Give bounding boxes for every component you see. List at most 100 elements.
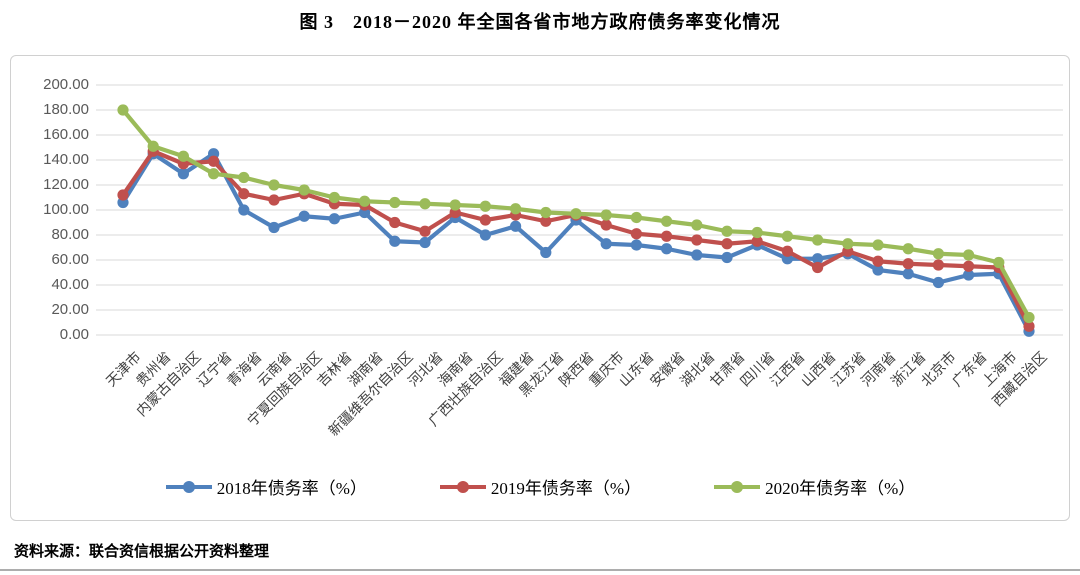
data-point: [479, 214, 491, 226]
data-point: [298, 210, 310, 222]
data-point: [540, 206, 552, 219]
data-point: [359, 195, 371, 207]
y-tick-label: 160.00: [43, 126, 89, 143]
data-point: [268, 194, 280, 206]
data-point: [781, 245, 794, 257]
data-point: [902, 243, 914, 255]
data-point: [661, 215, 673, 227]
data-point: [721, 225, 733, 237]
y-tick-label: 180.00: [43, 101, 89, 118]
data-point: [328, 213, 340, 225]
data-point: [691, 234, 703, 246]
data-point: [208, 155, 220, 167]
data-point: [691, 219, 703, 231]
data-point: [268, 221, 280, 234]
data-point: [691, 249, 703, 261]
data-point: [389, 196, 401, 209]
data-point: [812, 261, 824, 274]
data-point: [963, 260, 975, 272]
data-point: [932, 259, 945, 271]
data-point: [1023, 311, 1035, 324]
data-point: [630, 211, 643, 224]
data-point: [630, 228, 643, 240]
y-tick-label: 60.00: [51, 251, 89, 268]
data-point: [721, 238, 733, 250]
data-point: [389, 235, 401, 247]
data-point: [238, 204, 250, 216]
data-point: [751, 226, 763, 239]
data-point: [147, 140, 159, 152]
data-point: [872, 264, 884, 276]
line-chart: [96, 84, 1063, 337]
legend-line-marker-icon: [714, 480, 761, 493]
data-point: [781, 230, 794, 242]
data-point: [328, 191, 340, 204]
chart-title: 图 3 2018－2020 年全国各省市地方政府债务率变化情况: [299, 12, 781, 32]
legend-line-marker-icon: [439, 480, 486, 493]
y-tick-label: 40.00: [51, 276, 89, 293]
legend-label: 2020年债务率（%）: [765, 479, 916, 498]
data-point: [872, 239, 884, 251]
data-point: [721, 251, 733, 264]
data-point: [902, 258, 914, 270]
y-tick-label: 120.00: [43, 176, 89, 193]
data-point: [842, 238, 854, 250]
data-point: [902, 268, 914, 280]
data-point: [117, 104, 129, 116]
y-tick-label: 100.00: [43, 201, 89, 218]
data-point: [932, 276, 945, 289]
y-tick-label: 0.00: [59, 326, 89, 343]
legend-item-2020: 2020年债务率（%）: [713, 474, 915, 499]
data-point: [449, 199, 461, 211]
data-point: [540, 246, 552, 259]
data-point: [661, 243, 673, 255]
legend-label: 2019年债务率（%）: [490, 479, 642, 498]
data-point: [600, 209, 612, 221]
data-point: [963, 269, 975, 281]
y-tick-label: 80.00: [51, 226, 89, 243]
data-point: [117, 189, 129, 201]
data-point: [540, 215, 552, 227]
data-point: [932, 248, 945, 260]
data-point: [479, 229, 491, 241]
data-point: [872, 255, 884, 267]
data-point: [208, 168, 220, 180]
legend-label: 2018年债务率（%）: [216, 479, 367, 498]
data-point: [600, 219, 612, 231]
legend-line-marker-icon: [165, 480, 212, 493]
data-point: [963, 249, 975, 261]
data-point: [268, 179, 280, 191]
data-point: [479, 200, 491, 212]
data-point: [177, 150, 189, 162]
data-point: [389, 216, 401, 229]
legend-item-2018: 2018年债务率（%）: [165, 474, 367, 499]
legend-item-2019: 2019年债务率（%）: [439, 474, 641, 499]
data-point: [1023, 320, 1035, 332]
chart-legend: 2018年债务率（%） 2019年债务率（%） 2020年债务率（%）: [11, 474, 1069, 499]
y-tick-label: 200.00: [43, 76, 89, 93]
data-point: [570, 208, 582, 220]
data-point: [510, 220, 522, 232]
data-point: [298, 184, 310, 196]
data-point: [419, 225, 431, 237]
data-point: [419, 198, 431, 210]
data-point: [419, 236, 431, 249]
data-point: [812, 234, 824, 246]
series-line-2019年债务率（%）: [120, 149, 1032, 329]
y-tick-label: 140.00: [43, 151, 89, 168]
data-point: [600, 238, 612, 250]
source-note: 资料来源：联合资信根据公开资料整理: [14, 544, 270, 560]
data-point: [177, 168, 189, 180]
data-point: [993, 256, 1005, 269]
chart-panel: 200.00 180.00 160.00 140.00 120.00 100.00 80.0…: [10, 55, 1070, 521]
data-point: [238, 171, 250, 184]
data-point: [510, 203, 522, 215]
data-point: [661, 230, 673, 242]
data-point: [238, 188, 250, 200]
y-tick-label: 20.00: [51, 301, 89, 318]
data-point: [751, 235, 763, 247]
bottom-divider: [0, 569, 1080, 571]
data-point: [812, 253, 824, 265]
data-point: [630, 239, 643, 251]
